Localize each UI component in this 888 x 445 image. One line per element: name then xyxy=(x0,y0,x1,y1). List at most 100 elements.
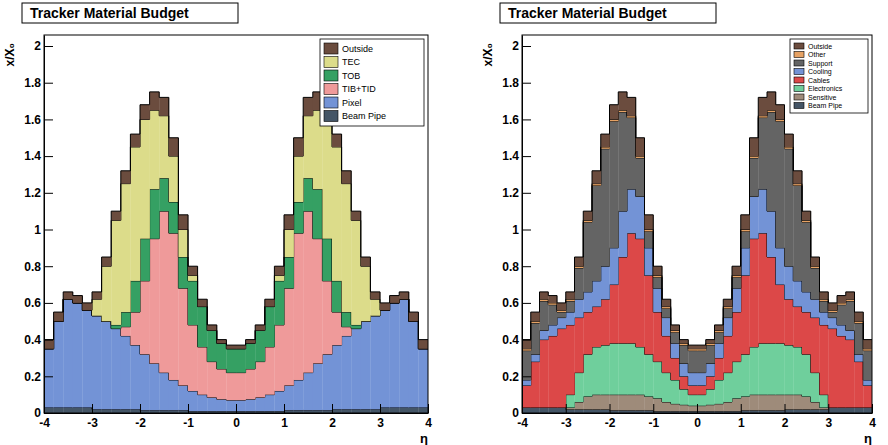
tick-label: 1.2 xyxy=(24,186,41,200)
legend-swatch xyxy=(794,52,804,58)
tick-mark xyxy=(522,193,531,194)
bar-segment xyxy=(767,395,776,411)
bar-segment xyxy=(390,303,400,408)
bar-segment xyxy=(63,292,73,299)
tick-mark xyxy=(522,156,531,157)
bar-segment xyxy=(342,409,352,413)
bar-segment xyxy=(140,281,150,354)
tick: 1.2 xyxy=(502,186,531,200)
tick-mark xyxy=(380,404,381,413)
tick-mark xyxy=(44,230,53,231)
bar-segment xyxy=(793,185,802,280)
bar-segment xyxy=(274,266,284,275)
bar-segment xyxy=(531,312,540,321)
bar-segment xyxy=(575,318,584,373)
legend-swatch xyxy=(324,43,338,54)
bar-segment xyxy=(342,336,352,409)
bar-segment xyxy=(370,316,380,410)
bar-segment xyxy=(785,299,794,345)
tick-mark xyxy=(653,404,654,413)
tick: 1.4 xyxy=(24,149,53,163)
tick: 0.6 xyxy=(502,296,531,310)
bar-segment xyxy=(662,402,671,411)
tick-mark xyxy=(522,83,531,84)
bar-segment xyxy=(303,116,313,178)
bar-segment xyxy=(811,299,820,317)
bar-segment xyxy=(820,312,829,325)
bar-segment xyxy=(767,343,776,394)
tick-mark xyxy=(522,303,531,304)
bar-segment xyxy=(715,380,724,404)
bar-segment xyxy=(627,97,636,115)
bar-segment xyxy=(169,202,179,233)
bar-segment xyxy=(370,299,380,316)
bar-segment xyxy=(246,369,256,399)
bar-segment xyxy=(662,336,671,373)
bar-segment xyxy=(671,380,680,404)
bar-segment xyxy=(92,299,102,316)
bar-segment xyxy=(863,351,872,380)
bar-segment xyxy=(793,409,802,413)
bar-segment xyxy=(706,340,715,344)
bar-segment xyxy=(645,231,654,248)
bar-segment xyxy=(159,97,169,115)
bar-segment xyxy=(820,409,829,413)
bar-segment xyxy=(313,363,323,410)
bar-segment xyxy=(548,296,557,303)
bar-segment xyxy=(583,222,592,292)
bar-segment xyxy=(618,112,627,211)
bar-segment xyxy=(820,325,829,395)
tick-mark xyxy=(44,119,53,120)
x-axis: -4-3-2-101234 xyxy=(517,404,876,430)
tick-mark xyxy=(522,46,531,47)
tick: 1.6 xyxy=(24,113,53,127)
legend: OutsideTECTOBTIB+TIDPixelBeam Pipe xyxy=(320,39,424,126)
tick-mark xyxy=(741,404,742,413)
tick-label: 3 xyxy=(377,416,384,430)
bar-segment xyxy=(540,407,549,413)
bar-segment xyxy=(610,285,619,344)
bar-segment xyxy=(837,296,846,303)
bar-segment xyxy=(846,330,855,339)
tick: 3 xyxy=(825,404,832,430)
bar-segment xyxy=(332,147,342,281)
bar-segment xyxy=(342,171,352,184)
tick-label: 0.2 xyxy=(502,370,519,384)
bar-segment xyxy=(531,362,540,408)
bar-segment xyxy=(380,303,390,310)
bar-segment xyxy=(255,330,265,361)
x-axis-title: η xyxy=(420,431,428,445)
y-axis-title: x/X₀ xyxy=(3,43,17,66)
tick: 1.6 xyxy=(502,113,531,127)
tick: 1.4 xyxy=(502,149,531,163)
bar-segment xyxy=(662,308,671,317)
bar-segment xyxy=(54,312,64,321)
bar-segment xyxy=(723,373,732,402)
bar-segment xyxy=(294,202,304,233)
bar-segment xyxy=(575,268,584,299)
bar-segment xyxy=(820,292,829,299)
bar-segment xyxy=(811,257,820,266)
bar-segment xyxy=(802,354,811,396)
bar-segment xyxy=(121,312,131,327)
tick-label: 3 xyxy=(825,416,832,430)
bar-segment xyxy=(390,296,400,303)
bar-segment xyxy=(855,362,864,408)
bar-segment xyxy=(785,395,794,410)
series-layer xyxy=(522,112,872,380)
bar-segment xyxy=(601,134,610,147)
bar-segment xyxy=(627,343,636,394)
legend-label: Beam Pipe xyxy=(808,102,842,110)
series-layer xyxy=(44,92,428,349)
bar-segment xyxy=(741,248,750,276)
bar-segment xyxy=(102,321,112,409)
bar-segment xyxy=(750,138,759,156)
tick-label: 2 xyxy=(782,416,789,430)
tick-mark xyxy=(566,404,567,413)
bar-segment xyxy=(776,395,785,411)
bar-segment xyxy=(322,239,332,281)
bar-segment xyxy=(54,321,64,407)
bar-segment xyxy=(102,266,112,321)
bar-segment xyxy=(706,363,715,376)
series-layer xyxy=(522,92,872,349)
